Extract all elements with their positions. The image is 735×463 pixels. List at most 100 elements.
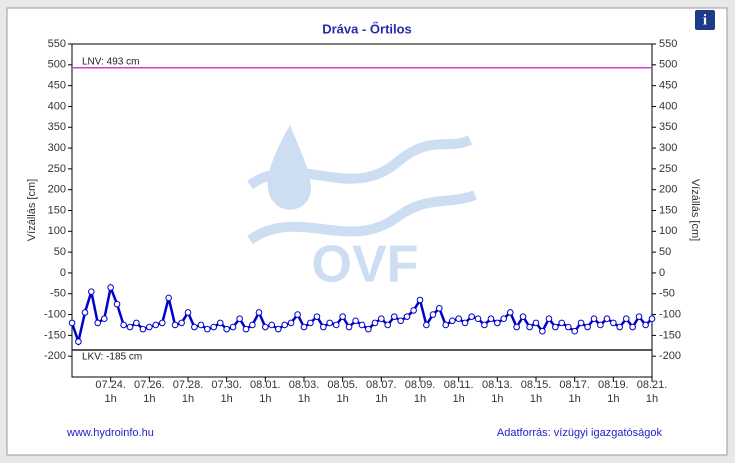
data-point [229,323,237,331]
y-tick-label: 500 [48,59,66,71]
y2-tick-label: 150 [659,204,677,216]
data-point [204,325,211,333]
y2-tick-label: 350 [659,121,677,133]
data-point [532,319,540,327]
y2-tick-label: 450 [659,80,677,92]
data-point [255,309,263,316]
y2-tick-label: -50 [659,288,675,300]
reference-label: LKV: -185 cm [82,352,142,363]
data-point [558,319,566,327]
data-point [178,319,185,327]
data-point [597,321,604,329]
data-point [552,323,559,331]
data-point [320,323,327,331]
x-tick-label: 07.30. 1h [211,379,242,405]
y-tick-label: 450 [48,80,66,92]
y-tick-label: -150 [44,329,66,341]
data-point [126,323,134,331]
data-point [442,321,450,329]
data-point [75,338,82,345]
data-point [107,284,114,291]
data-point [287,319,295,327]
x-tick-label: 08.09. 1h [405,379,436,405]
x-tick-label: 08.21. 1h [637,379,668,405]
data-point [307,319,314,327]
y2-tick-label: 550 [659,38,677,50]
data-point [210,323,218,331]
data-point [397,317,404,325]
data-point [410,307,417,314]
data-point [223,325,230,333]
data-point [610,319,617,327]
data-point [487,315,495,323]
data-point [461,319,469,327]
data-point [365,325,372,333]
data-point [403,313,411,320]
y2-axis-label: Vízállás [cm] [689,179,701,241]
data-point [146,323,153,331]
x-tick-label: 07.26. 1h [134,379,165,405]
info-icon[interactable]: i [703,12,707,28]
data-point [629,323,636,331]
data-point [120,321,127,329]
y-tick-label: 100 [48,225,66,237]
data-point [455,315,462,323]
data-point [436,305,443,312]
data-point [332,321,340,329]
data-point [622,315,630,323]
data-point [500,315,508,323]
data-point [584,323,591,331]
data-point [184,309,192,316]
data-point [300,323,308,331]
data-point [100,315,108,323]
y-tick-label: 150 [48,204,66,216]
y-tick-label: 50 [54,246,66,258]
y-tick-label: 200 [48,184,66,196]
data-point [165,294,172,302]
y-tick-label: 0 [60,267,66,279]
data-point [236,315,243,323]
data-point [94,319,102,327]
x-tick-label: 07.24. 1h [95,379,126,405]
source-left[interactable]: www.hydroinfo.hu [66,427,154,439]
y-tick-label: -100 [44,308,66,320]
data-point [158,319,166,327]
data-point [352,317,359,325]
y2-tick-label: 500 [659,59,677,71]
watermark-logo: OVF [247,125,477,294]
x-tick-label: 08.07. 1h [366,379,397,405]
data-point [262,323,269,331]
data-point [113,300,121,308]
data-point [371,319,379,327]
data-point [603,315,611,323]
data-point [494,319,501,327]
y2-tick-label: -100 [659,308,681,320]
data-point [139,325,147,333]
y-tick-label: -50 [50,288,66,300]
data-point [648,315,656,323]
chart-title: Dráva - Őrtilos [322,21,412,36]
y2-tick-label: 100 [659,225,677,237]
data-point [345,323,353,331]
y-axis-label: Vízállás [cm] [26,179,38,241]
data-point [378,315,385,323]
data-point [416,296,424,304]
x-tick-label: 08.01. 1h [250,379,281,405]
info-button[interactable] [695,10,715,30]
data-point [506,309,514,316]
data-point [545,315,553,323]
x-tick-label: 08.03. 1h [289,379,320,405]
x-tick-label: 08.13. 1h [482,379,513,405]
data-point [474,315,482,323]
data-point [88,288,95,295]
y2-tick-label: 400 [659,100,677,112]
y-tick-label: 250 [48,163,66,175]
data-point [216,319,224,327]
y2-tick-label: 300 [659,142,677,154]
data-point [468,313,475,320]
data-point [197,321,205,329]
data-point [390,313,398,320]
data-point [326,319,334,327]
data-point [268,321,276,329]
x-tick-label: 08.19. 1h [598,379,629,405]
